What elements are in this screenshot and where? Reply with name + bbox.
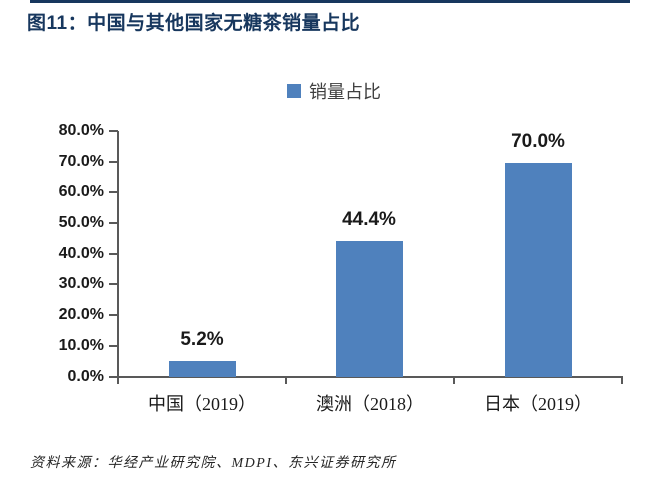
y-tick-mark [109,222,118,224]
bar-china [168,361,236,377]
data-source-note: 资料来源：华经产业研究院、MDPI、东兴证券研究所 [30,456,397,471]
y-tick-mark [109,283,118,285]
y-axis-line [117,131,119,378]
x-axis-label-china: 中国（2019） [148,394,256,414]
bar-column-japan: 70.0% [488,131,588,377]
legend-swatch-icon [287,84,301,98]
x-axis-line [117,376,623,378]
bar-value-label: 44.4% [342,209,396,230]
bar-column-australia: 44.4% [319,131,419,377]
bar-column-china: 5.2% [152,131,252,377]
y-axis-label-10: 10.0% [58,337,104,354]
bar-australia [335,241,403,377]
y-axis-label-0: 0.0% [67,368,104,385]
y-tick-mark [109,345,118,347]
y-tick-mark [109,130,118,132]
bar-value-label: 70.0% [511,131,565,152]
y-axis-label-60: 60.0% [58,183,104,200]
y-axis-label-20: 20.0% [58,306,104,323]
x-axis-label-japan: 日本（2019） [484,394,592,414]
y-axis-label-70: 70.0% [58,153,104,170]
bar-japan [504,163,572,377]
y-tick-mark [109,191,118,193]
bar-value-label: 5.2% [180,329,224,350]
y-axis-label-80: 80.0% [58,122,104,139]
y-axis-label-40: 40.0% [58,245,104,262]
y-axis-label-50: 50.0% [58,214,104,231]
x-tick-mark [285,377,287,384]
y-tick-mark [109,161,118,163]
legend-label: 销量占比 [309,82,381,102]
top-divider-rule [30,0,630,3]
x-tick-mark [453,377,455,384]
y-tick-mark [109,376,118,378]
chart-legend: 销量占比 [287,78,381,104]
chart-title: 图11：中国与其他国家无糖茶销量占比 [27,13,361,34]
x-tick-mark [117,377,119,384]
x-tick-mark [621,377,623,384]
x-axis-label-australia: 澳洲（2018） [316,394,424,414]
y-tick-mark [109,314,118,316]
y-axis-label-30: 30.0% [58,275,104,292]
y-tick-mark [109,253,118,255]
